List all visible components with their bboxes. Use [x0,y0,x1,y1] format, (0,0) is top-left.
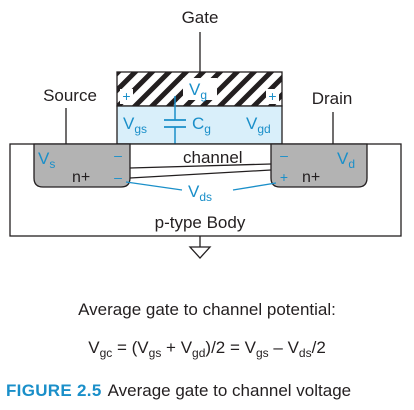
gate-plus-left-bg [120,89,133,104]
vds-line-right [232,182,277,191]
vgs-label: Vgs [123,114,147,136]
source-label: Source [43,86,97,105]
vgd-label: Vgd [246,114,271,136]
source-minus-top: – [114,147,122,163]
formula-equation: Vgc = (Vgs + Vgd)/2 = Vgs – Vds/2 [88,338,326,360]
drain-n-plus-region [270,143,368,188]
gate-plus-left: + [122,88,130,104]
source-n-plus-region [33,143,131,188]
vs-label: Vs [38,149,55,171]
source-n-plus-label: n+ [72,169,90,186]
formula-heading: Average gate to channel potential: [78,300,336,319]
drain-label: Drain [312,89,353,108]
drain-plus-bottom: + [280,169,288,185]
vds-label: Vds [188,182,212,204]
channel-label: channel [183,148,243,167]
body-label: p-type Body [155,213,246,232]
vg-label: Vg [189,80,207,102]
ground-symbol [188,246,212,259]
gate-label: Gate [182,8,219,27]
gate-plus-right: + [268,88,276,104]
figure-number: FIGURE 2.5 [6,381,102,400]
source-minus-bottom: – [114,169,122,185]
drain-n-plus-label: n+ [302,169,320,186]
channel-top-line [129,163,272,169]
gate-plus-right-bg [266,89,279,104]
vds-line-left [125,181,183,191]
mosfet-diagram: Gate Vg + + Vgs Vgd Cg Source Drain Vs V… [9,8,402,259]
vd-label: Vd [337,149,355,171]
cg-label: Cg [192,114,211,136]
channel-bottom-line [129,169,272,179]
figure-caption: FIGURE 2.5 Average gate to channel voltag… [6,381,351,401]
figure-title: Average gate to channel voltage [107,381,352,400]
vg-label-bg [183,78,217,100]
drain-minus-top: – [280,147,288,163]
